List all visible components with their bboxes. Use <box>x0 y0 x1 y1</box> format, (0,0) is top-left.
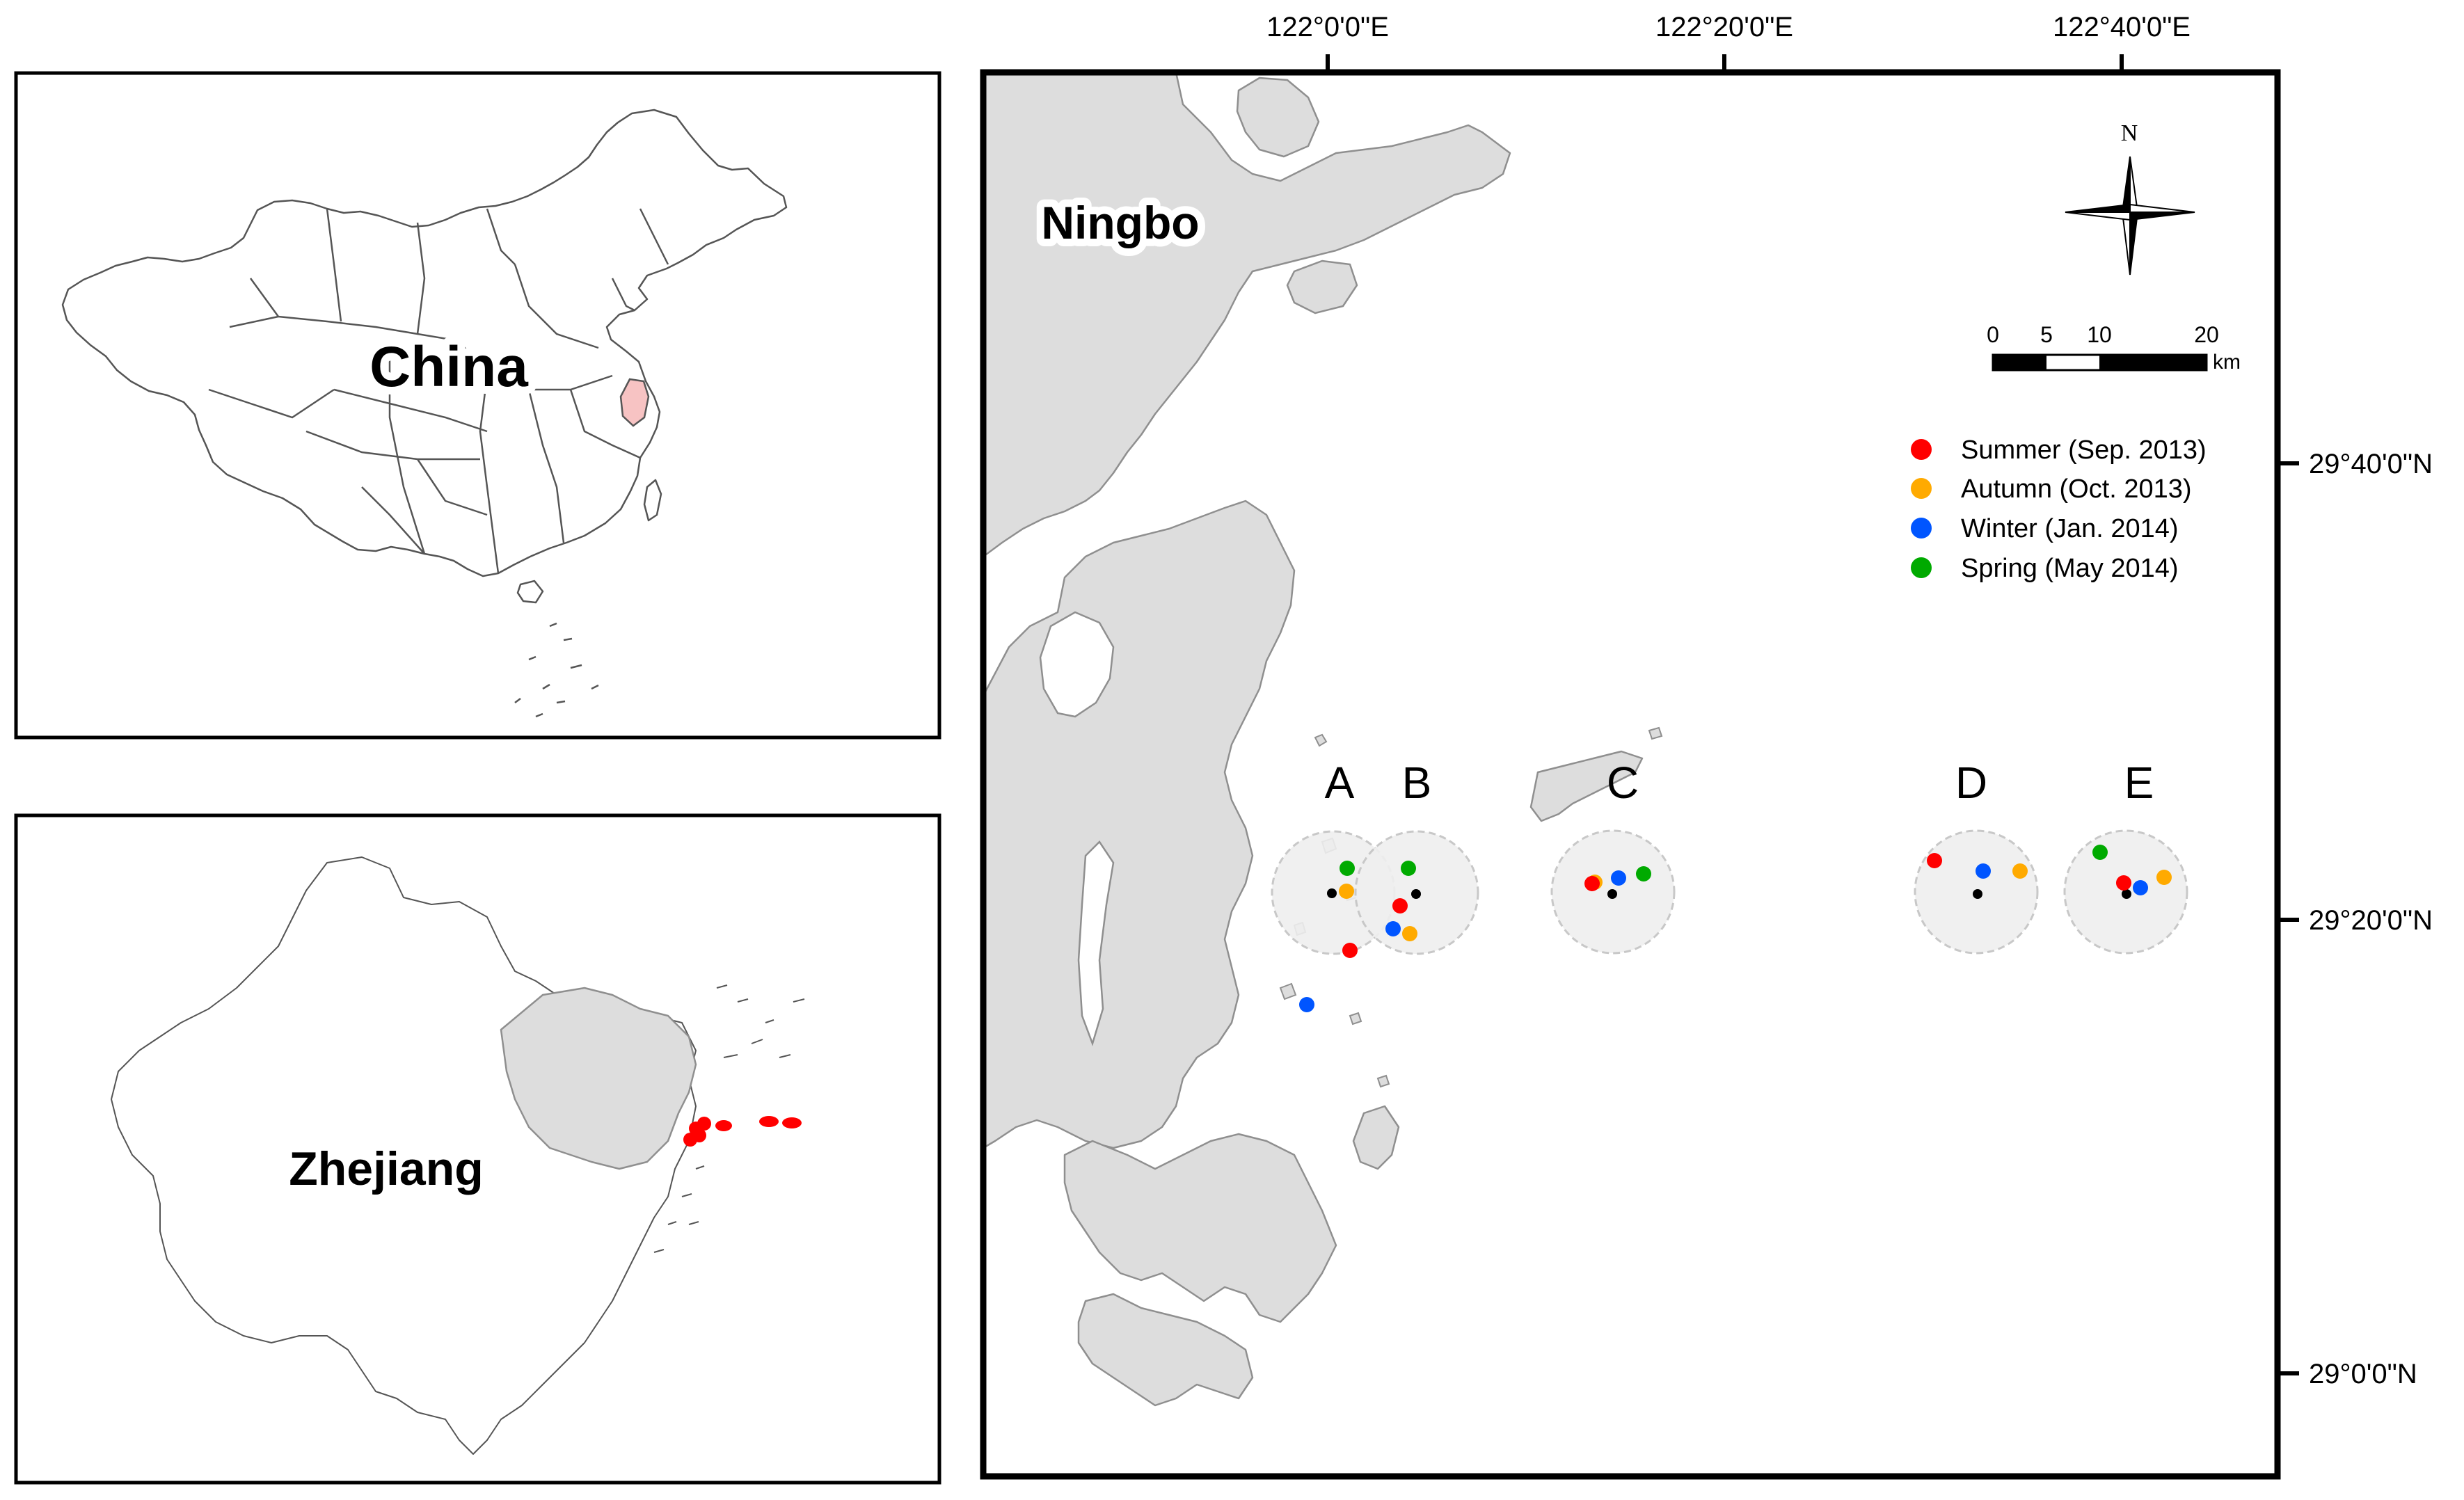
north-arrow: N <box>2065 120 2195 276</box>
scale-bar: 0 5 10 20 km <box>1987 322 2241 374</box>
scale-unit-label: km <box>2213 351 2241 374</box>
legend-marker-autumn <box>1911 478 1932 499</box>
sample-point-winter <box>1299 997 1314 1012</box>
legend-marker-spring <box>1911 557 1932 578</box>
china-map <box>61 109 788 718</box>
sample-point-spring <box>1340 861 1355 876</box>
island-group-c <box>1529 750 1644 822</box>
lat-tick-label: 29°20'0"N <box>2309 905 2433 936</box>
zhejiang-sample-point <box>683 1133 697 1147</box>
legend-marker-winter <box>1911 518 1932 538</box>
hainan-outline <box>516 580 544 604</box>
zhejiang-sample-point <box>715 1120 732 1131</box>
zhejiang-sample-point <box>759 1116 779 1127</box>
lon-tick-label: 122°40'0"E <box>2053 12 2191 42</box>
sample-point-autumn <box>1339 884 1354 899</box>
ningbo-coast <box>983 72 1511 558</box>
sample-point-spring <box>2092 845 2108 860</box>
legend-label-summer: Summer (Sep. 2013) <box>1961 436 2207 465</box>
xiangshan-inlet <box>1077 840 1115 1046</box>
sample-point-winter <box>2133 880 2148 895</box>
scale-bar-segment <box>1993 355 2046 370</box>
main-map-land <box>983 72 1663 1407</box>
site-center-point <box>1607 889 1617 899</box>
legend-label-winter: Winter (Jan. 2014) <box>1961 514 2179 543</box>
scale-tick-label: 20 <box>2194 322 2219 347</box>
zhejiang-highlight <box>619 378 650 427</box>
lat-tick-label: 29°0'0"N <box>2309 1359 2417 1389</box>
sample-point-autumn <box>2012 863 2028 879</box>
longitude-axis: 122°0'0"E 122°20'0"E 122°40'0"E <box>1266 12 2191 72</box>
legend-label-autumn: Autumn (Oct. 2013) <box>1961 474 2192 504</box>
sample-point-spring <box>1636 866 1651 881</box>
zhejiang-sample-point <box>782 1117 802 1128</box>
scale-tick-label: 0 <box>1987 322 1999 347</box>
site-label-a: A <box>1325 758 1355 808</box>
main-map-frame <box>980 69 2281 1480</box>
site-center-point <box>1973 889 1982 899</box>
scale-bar-segment <box>2099 355 2207 370</box>
zhejiang-inset-frame <box>14 813 941 1485</box>
china-label: China <box>369 335 529 399</box>
sample-point-spring <box>1401 861 1416 876</box>
ningbo-region <box>500 987 697 1170</box>
taiwan-outline <box>643 479 662 522</box>
zhoushan-island-north <box>1236 77 1320 158</box>
sample-point-summer <box>1392 898 1408 913</box>
southern-coast <box>1063 1133 1337 1323</box>
site-center-point <box>1327 888 1337 898</box>
scale-tick-label: 10 <box>2087 322 2112 347</box>
legend: Summer (Sep. 2013) Autumn (Oct. 2013) Wi… <box>1911 436 2207 583</box>
zhejiang-label: Zhejiang <box>289 1142 484 1195</box>
zhoushan-island-small <box>1286 260 1358 314</box>
scale-tick-label: 5 <box>2040 322 2053 347</box>
latitude-axis: 29°40'0"N 29°20'0"N 29°0'0"N <box>2278 449 2433 1389</box>
ningbo-label: Ningbo <box>1041 197 1199 248</box>
site-center-point <box>2122 889 2131 899</box>
legend-label-spring: Spring (May 2014) <box>1961 554 2179 583</box>
china-outline <box>61 109 788 577</box>
island-south <box>1352 1105 1400 1170</box>
zhejiang-island-outlines <box>653 984 805 1253</box>
china-inset: China <box>14 71 941 740</box>
site-center-point <box>1411 889 1421 899</box>
zhejiang-sample-points <box>683 1116 802 1147</box>
compass-rose-icon <box>2065 156 2195 276</box>
sample-point-summer <box>1927 853 1942 868</box>
north-arrow-label: N <box>2121 120 2138 146</box>
site-labels: A B C D E <box>1325 758 2154 808</box>
sample-point-autumn <box>1402 926 1417 941</box>
zhejiang-inset: Zhejiang <box>14 813 941 1485</box>
sample-point-summer <box>2116 875 2131 891</box>
sample-point-summer <box>1584 876 1600 891</box>
china-inset-frame <box>14 71 941 740</box>
sample-point-winter <box>1976 863 1991 879</box>
site-label-c: C <box>1607 758 1639 808</box>
xiangshan-peninsula <box>983 500 1296 1149</box>
southern-coast-lower <box>1077 1293 1254 1407</box>
china-province-lines <box>208 208 669 574</box>
site-label-b: B <box>1402 758 1432 808</box>
south-china-sea-islands <box>514 622 599 718</box>
lon-tick-label: 122°0'0"E <box>1266 12 1389 42</box>
lat-tick-label: 29°40'0"N <box>2309 449 2433 479</box>
zhejiang-sample-point <box>697 1117 711 1131</box>
xiangshan-bay <box>1039 611 1115 718</box>
sample-point-winter <box>1385 921 1401 936</box>
lon-tick-label: 122°20'0"E <box>1655 12 1793 42</box>
sample-point-autumn <box>2156 870 2172 885</box>
main-map: 122°0'0"E 122°20'0"E 122°40'0"E 29°40'0"… <box>980 12 2433 1480</box>
sample-point-summer <box>1342 943 1358 958</box>
site-label-e: E <box>2124 758 2154 808</box>
sample-point-winter <box>1611 870 1626 886</box>
sampling-points <box>1299 845 2172 1012</box>
site-label-d: D <box>1955 758 1987 808</box>
legend-marker-summer <box>1911 439 1932 460</box>
